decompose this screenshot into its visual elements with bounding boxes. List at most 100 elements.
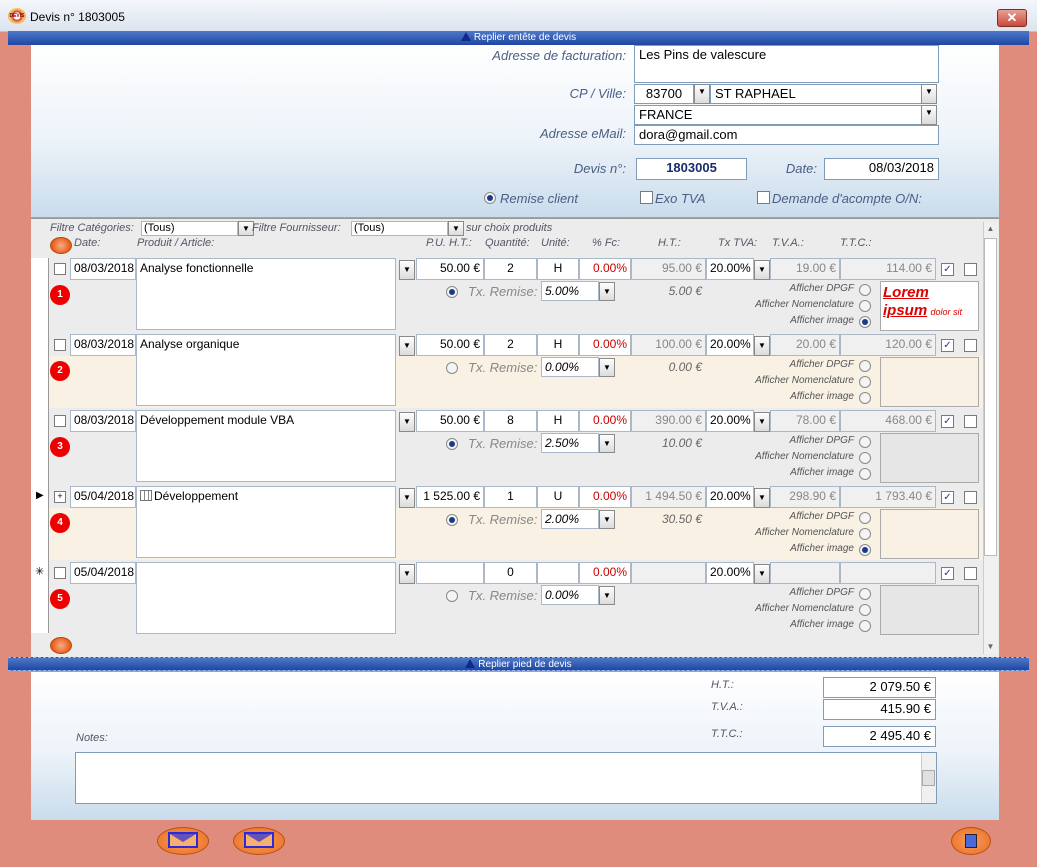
line-tva-checkbox[interactable]: ✓ — [941, 415, 954, 428]
line-tva-rate-field[interactable]: 20.00% — [706, 258, 754, 280]
line-tx-remise-field[interactable]: 2.50% — [541, 433, 599, 453]
line-expand-checkbox[interactable] — [54, 415, 66, 427]
line-tva-checkbox[interactable]: ✓ — [941, 491, 954, 504]
line-unit-price-field[interactable] — [416, 562, 484, 584]
filter-supplier-dropdown-icon[interactable] — [448, 221, 464, 236]
acompte-checkbox[interactable] — [757, 191, 770, 204]
line-unit-field[interactable]: H — [537, 410, 579, 432]
email-button[interactable] — [157, 827, 209, 855]
line-expand-checkbox[interactable] — [54, 263, 66, 275]
tx-remise-dropdown-icon[interactable] — [599, 510, 615, 529]
line-unit-field[interactable]: H — [537, 258, 579, 280]
line-remise-radio[interactable] — [446, 590, 458, 602]
line-tva-checkbox[interactable]: ✓ — [941, 567, 954, 580]
total-ht-field[interactable]: 2 079.50 € — [823, 677, 936, 698]
line-tva-rate-field[interactable]: 20.00% — [706, 486, 754, 508]
remise-client-radio[interactable] — [484, 192, 496, 204]
line-fc-field[interactable]: 0.00% — [579, 258, 631, 280]
product-dropdown-icon[interactable] — [399, 564, 415, 584]
country-field[interactable]: FRANCE — [634, 105, 922, 125]
devis-number-field[interactable]: 1803005 — [636, 158, 747, 180]
line-remise-radio[interactable] — [446, 514, 458, 526]
line-expand-checkbox[interactable]: + — [54, 491, 66, 503]
collapse-header-bar[interactable]: Replier entête de devis — [8, 31, 1029, 45]
line-product-field[interactable]: Développement module VBA — [136, 410, 396, 482]
country-dropdown-icon[interactable] — [921, 105, 937, 125]
city-dropdown-icon[interactable] — [921, 84, 937, 104]
option-dpgf-radio[interactable] — [859, 588, 871, 600]
tx-remise-dropdown-icon[interactable] — [599, 434, 615, 453]
city-field[interactable]: ST RAPHAEL — [710, 84, 922, 104]
line-product-field[interactable] — [136, 562, 396, 634]
line-date-field[interactable]: 05/04/2018 — [70, 486, 136, 508]
line-quantity-field[interactable]: 2 — [484, 258, 537, 280]
option-nomenclature-radio[interactable] — [859, 300, 871, 312]
line-fc-field[interactable]: 0.00% — [579, 334, 631, 356]
option-image-radio[interactable] — [859, 392, 871, 404]
line-product-field[interactable]: Analyse fonctionnelle — [136, 258, 396, 330]
line-product-field[interactable]: Développement — [136, 486, 396, 558]
sort-down-button[interactable] — [50, 637, 72, 654]
notes-scroll-thumb[interactable] — [922, 770, 935, 786]
option-dpgf-radio[interactable] — [859, 360, 871, 372]
line-expand-checkbox[interactable] — [54, 339, 66, 351]
option-image-radio[interactable] — [859, 316, 871, 328]
line-tx-remise-field[interactable]: 0.00% — [541, 585, 599, 605]
tva-rate-dropdown-icon[interactable] — [754, 564, 770, 584]
tva-rate-dropdown-icon[interactable] — [754, 336, 770, 356]
total-ttc-field[interactable]: 2 495.40 € — [823, 726, 936, 747]
option-dpgf-radio[interactable] — [859, 512, 871, 524]
tva-rate-dropdown-icon[interactable] — [754, 488, 770, 508]
line-date-field[interactable]: 08/03/2018 — [70, 334, 136, 356]
sort-up-button[interactable] — [50, 237, 72, 254]
scroll-down-arrow-icon[interactable]: ▼ — [986, 642, 995, 651]
line-tx-remise-field[interactable]: 0.00% — [541, 357, 599, 377]
option-nomenclature-radio[interactable] — [859, 452, 871, 464]
product-dropdown-icon[interactable] — [399, 260, 415, 280]
product-dropdown-icon[interactable] — [399, 336, 415, 356]
line-fc-field[interactable]: 0.00% — [579, 410, 631, 432]
option-nomenclature-radio[interactable] — [859, 376, 871, 388]
filter-supplier-field[interactable]: (Tous) — [351, 221, 448, 236]
line-product-field[interactable]: Analyse organique — [136, 334, 396, 406]
notes-textarea[interactable] — [75, 752, 937, 804]
line-option-checkbox[interactable] — [964, 415, 977, 428]
line-tva-checkbox[interactable]: ✓ — [941, 263, 954, 276]
product-dropdown-icon[interactable] — [399, 488, 415, 508]
line-fc-field[interactable]: 0.00% — [579, 486, 631, 508]
tx-remise-dropdown-icon[interactable] — [599, 282, 615, 301]
line-unit-price-field[interactable]: 50.00 € — [416, 258, 484, 280]
line-quantity-field[interactable]: 8 — [484, 410, 537, 432]
line-date-field[interactable]: 08/03/2018 — [70, 410, 136, 432]
billing-address-field[interactable]: Les Pins de valescure — [634, 45, 939, 83]
line-fc-field[interactable]: 0.00% — [579, 562, 631, 584]
line-tx-remise-field[interactable]: 5.00% — [541, 281, 599, 301]
exo-tva-checkbox[interactable] — [640, 191, 653, 204]
option-nomenclature-radio[interactable] — [859, 604, 871, 616]
option-image-radio[interactable] — [859, 544, 871, 556]
line-quantity-field[interactable]: 2 — [484, 334, 537, 356]
line-quantity-field[interactable]: 1 — [484, 486, 537, 508]
line-expand-checkbox[interactable] — [54, 567, 66, 579]
exit-button[interactable] — [951, 827, 991, 855]
line-remise-radio[interactable] — [446, 362, 458, 374]
tva-rate-dropdown-icon[interactable] — [754, 260, 770, 280]
line-unit-price-field[interactable]: 50.00 € — [416, 334, 484, 356]
option-dpgf-radio[interactable] — [859, 284, 871, 296]
product-dropdown-icon[interactable] — [399, 412, 415, 432]
cp-dropdown-icon[interactable] — [694, 84, 710, 104]
line-unit-price-field[interactable]: 50.00 € — [416, 410, 484, 432]
line-tva-rate-field[interactable]: 20.00% — [706, 410, 754, 432]
line-tva-checkbox[interactable]: ✓ — [941, 339, 954, 352]
tx-remise-dropdown-icon[interactable] — [599, 358, 615, 377]
total-tva-field[interactable]: 415.90 € — [823, 699, 936, 720]
line-tx-remise-field[interactable]: 2.00% — [541, 509, 599, 529]
line-date-field[interactable]: 05/04/2018 — [70, 562, 136, 584]
option-image-radio[interactable] — [859, 620, 871, 632]
filter-categories-field[interactable]: (Tous) — [141, 221, 238, 236]
line-option-checkbox[interactable] — [964, 567, 977, 580]
option-dpgf-radio[interactable] — [859, 436, 871, 448]
close-button[interactable]: ✕ — [997, 9, 1027, 27]
line-remise-radio[interactable] — [446, 438, 458, 450]
scroll-up-arrow-icon[interactable]: ▲ — [986, 224, 995, 233]
